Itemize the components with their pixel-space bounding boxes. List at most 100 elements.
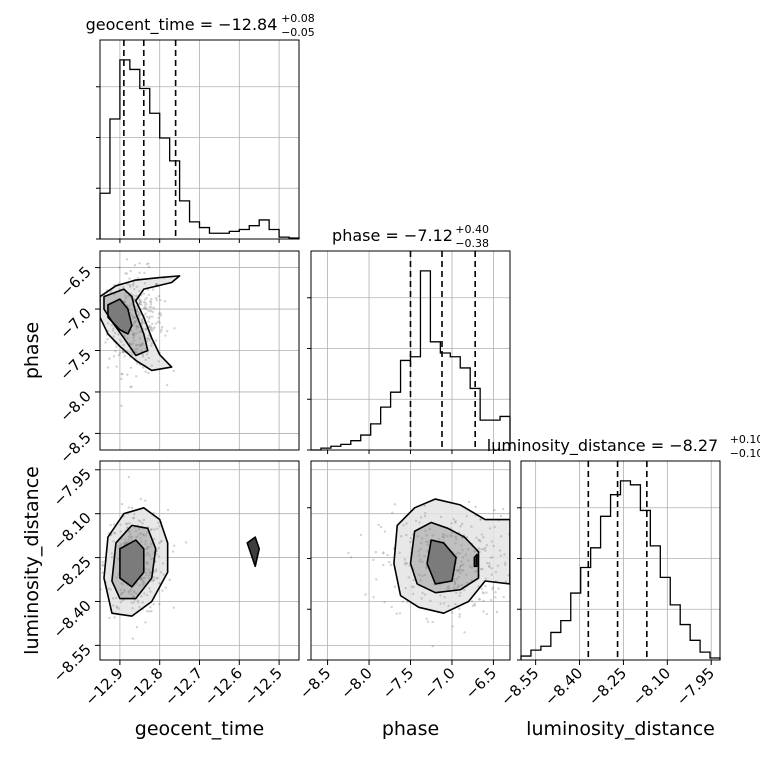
sample-point [142,534,145,537]
sample-point [133,316,136,319]
sample-point [129,569,132,573]
sample-point [404,587,407,590]
contour-line-0 [100,275,181,372]
sample-point [132,284,135,287]
y-axis-label-phase: phase [21,322,43,379]
sample-point [140,319,144,322]
sample-point [138,271,141,275]
sample-point [122,343,125,347]
sample-point [154,322,158,325]
sample-point [449,566,452,569]
sample-point [436,544,439,547]
sample-point [143,298,147,301]
sample-point [142,518,146,522]
sample-point [138,565,141,569]
sample-point [120,502,124,506]
sample-point [473,602,476,605]
sample-point [156,320,160,323]
sample-point [439,569,442,572]
sample-point [145,303,148,306]
sample-point [138,337,142,340]
sample-point [155,568,158,571]
y-tick-label-phase: −8.5 [56,429,94,467]
sample-point [145,553,148,556]
contours-phase-luminosity_distance [393,498,510,614]
sample-point [143,307,146,310]
x-tick-label-phase: −8.0 [337,664,375,702]
contour-line-1 [103,288,149,357]
sample-point [404,563,407,566]
sample-point [454,535,457,539]
sample-point [141,355,145,358]
sample-point [145,547,148,551]
sample-point [350,556,353,559]
sample-point [130,329,134,332]
sample-point [140,557,143,561]
sample-point [459,571,462,575]
sample-point [124,576,127,579]
sample-point [375,578,378,581]
x-tick-label-geocent_time: −12.7 [161,664,206,709]
sample-point [425,540,428,543]
sample-point [135,558,138,561]
sample-point [150,297,153,301]
sample-point [431,542,435,546]
sample-point [435,564,439,568]
sample-point [416,535,419,538]
sample-point [141,342,145,345]
sample-point [131,342,135,345]
sample-point [143,592,146,595]
sample-point [141,353,144,357]
sample-point [438,537,441,541]
sample-point [134,529,138,533]
sample-point [383,601,386,604]
sample-point [149,299,152,303]
sample-point [425,617,428,621]
sample-point [153,326,156,329]
sample-point [440,563,443,566]
sample-point [132,516,135,520]
sample-point [448,552,451,556]
sample-point [425,534,428,537]
sample-point [128,285,132,289]
sample-point [129,556,132,559]
sample-point [490,567,493,570]
sample-point [419,547,422,551]
sample-point [158,321,161,324]
sample-point [137,559,140,562]
sample-point [123,559,126,563]
sample-point [154,570,158,573]
sample-point [138,289,141,293]
sample-point [125,567,128,570]
sample-point [453,580,457,583]
sample-point [110,552,114,555]
sample-point [140,595,143,598]
sample-point [106,322,110,325]
sample-point [143,306,146,310]
sample-point [126,329,129,332]
sample-point [132,560,135,563]
sample-point [431,644,434,648]
sample-point [127,475,131,479]
panel-title-minus-luminosity_distance: −0.10 [730,447,760,460]
sample-point [118,312,121,316]
sample-point [428,562,432,566]
sample-point [452,517,455,521]
sample-point [137,519,141,522]
sample-point [372,558,375,562]
sample-point [504,561,507,564]
sample-point [144,312,147,315]
sample-point [154,339,158,342]
sample-point [120,309,124,312]
panel-frame-luminosity_distance-luminosity_distance [520,460,721,661]
sample-point [486,561,489,565]
sample-point [501,507,505,511]
sample-point [133,334,136,337]
sample-point [140,577,143,580]
sample-point [488,565,491,568]
sample-point [471,604,475,608]
sample-point [511,579,513,581]
sample-point [141,601,144,604]
sample-point [153,528,156,531]
sample-point [426,550,429,553]
